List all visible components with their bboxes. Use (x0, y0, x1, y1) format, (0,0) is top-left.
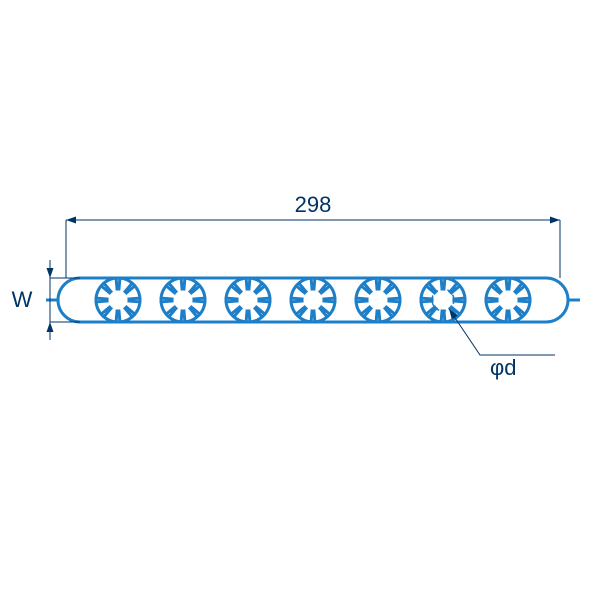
clip-tooth (311, 278, 315, 289)
dim-arrow (550, 217, 560, 224)
dim-width-label: W (12, 287, 33, 312)
clip (161, 278, 205, 322)
clip-tooth (161, 298, 172, 302)
clip-tooth (376, 311, 380, 322)
dim-arrow (47, 268, 54, 278)
clip-tooth (376, 278, 380, 289)
clip-tooth (116, 278, 120, 289)
clip-tooth (454, 298, 465, 302)
clip-tooth (389, 298, 400, 302)
clip-tooth (226, 298, 237, 302)
dim-arrow (47, 322, 54, 332)
clip-tooth (181, 311, 185, 322)
clip (226, 278, 270, 322)
clip-tooth (441, 311, 445, 322)
clip (291, 278, 335, 322)
clip (96, 278, 140, 322)
clip-tooth (324, 298, 335, 302)
clip-tooth (129, 298, 140, 302)
technical-drawing: 298 Wφd (0, 0, 600, 600)
dim-diameter-label: φd (490, 355, 517, 380)
diameter-leader (449, 309, 555, 355)
clip-tooth (506, 311, 510, 322)
clip-tooth (356, 298, 367, 302)
clip-tooth (96, 298, 107, 302)
clip-tooth (441, 278, 445, 289)
dim-arrow (66, 217, 76, 224)
clip-tooth (259, 298, 270, 302)
clip-tooth (506, 278, 510, 289)
clip-tooth (116, 311, 120, 322)
clip-tooth (311, 311, 315, 322)
clip-tooth (246, 278, 250, 289)
dim-length-label: 298 (295, 192, 332, 217)
clip (356, 278, 400, 322)
clip-tooth (194, 298, 205, 302)
clip-tooth (181, 278, 185, 289)
clip (421, 278, 465, 322)
clip-tooth (246, 311, 250, 322)
clip-tooth (421, 298, 432, 302)
clip (486, 278, 530, 322)
clip-tooth (519, 298, 530, 302)
clip-tooth (486, 298, 497, 302)
clip-tooth (291, 298, 302, 302)
